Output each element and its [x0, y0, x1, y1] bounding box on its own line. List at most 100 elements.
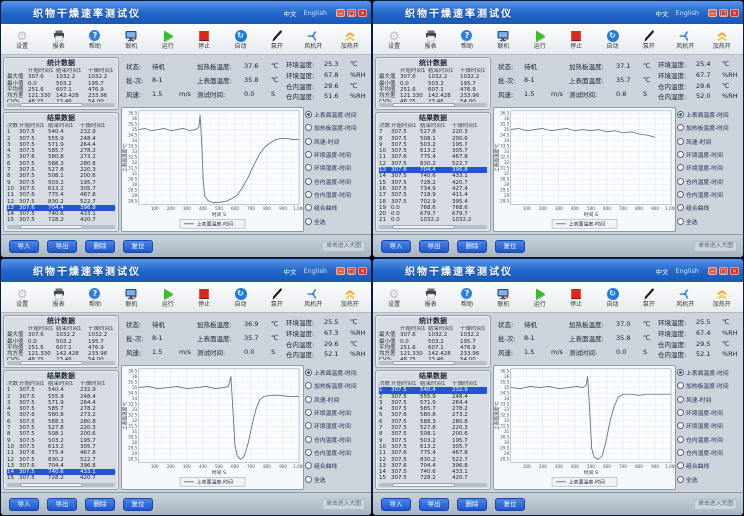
- results-row[interactable]: 15 307.5 728.2 420.7: [379, 475, 487, 481]
- results-row[interactable]: 1 307.5 540.4 232.9: [7, 129, 115, 135]
- radio-option[interactable]: 环境温度-时间: [305, 406, 369, 419]
- import-button[interactable]: 导入: [9, 239, 39, 253]
- toolbar-pump-on-button[interactable]: 泵开: [632, 28, 665, 50]
- results-row[interactable]: 13 307.6 704.4 396.8: [7, 463, 115, 469]
- maximize-button[interactable]: □: [347, 266, 356, 275]
- results-row[interactable]: 14 307.5 740.6 433.1: [379, 469, 487, 475]
- results-row[interactable]: 21 0.0 1032.2 1032.2: [379, 217, 487, 223]
- results-row[interactable]: 6 307.5 588.3 280.8: [7, 161, 115, 167]
- lang-english-button[interactable]: English: [675, 266, 699, 275]
- lang-chinese-button[interactable]: 中文: [655, 267, 669, 276]
- toolbar-connect-button[interactable]: 联机: [487, 28, 520, 50]
- toolbar-fan-on-button[interactable]: 风机开: [669, 28, 702, 50]
- stats-horizontal-scrollbar[interactable]: [379, 361, 487, 365]
- reset-button[interactable]: 复位: [123, 497, 153, 511]
- results-row[interactable]: 11 307.6 775.4 467.8: [7, 450, 115, 456]
- results-row[interactable]: 1 307.5 540.4 232.9: [379, 387, 487, 394]
- chart-panel[interactable]: 28.5 29 29.5 30 30.5 31 31.5 32 32.5 33 33.5 34 34.5…: [121, 107, 304, 232]
- toolbar-help-button[interactable]: ? 帮助: [450, 286, 483, 308]
- scrollbar-thumb[interactable]: [19, 483, 83, 487]
- lang-chinese-button[interactable]: 中文: [283, 267, 297, 276]
- radio-option[interactable]: 仓内温度-时间: [305, 432, 369, 445]
- toolbar-run-button[interactable]: 运行: [151, 28, 184, 50]
- results-row[interactable]: 12 307.5 830.2 522.7: [7, 457, 115, 463]
- results-row[interactable]: 20 0.0 679.7 679.7: [379, 211, 487, 217]
- results-row[interactable]: 5 307.6 580.8 273.2: [379, 412, 487, 418]
- radio-option[interactable]: 组合曲线: [677, 201, 741, 214]
- radio-option[interactable]: 环境湿度-时间: [305, 419, 369, 432]
- radio-option[interactable]: 仓内湿度-时间: [677, 188, 741, 201]
- results-row[interactable]: 10 307.5 613.2 305.7: [7, 186, 115, 192]
- radio-option[interactable]: 风速-时间: [677, 135, 741, 148]
- results-row[interactable]: 8 307.5 508.1 200.6: [379, 431, 487, 437]
- scrollbar-thumb[interactable]: [391, 225, 455, 229]
- results-row[interactable]: 12 307.5 830.2 522.7: [379, 457, 487, 463]
- results-row[interactable]: 14 307.5 740.6 433.1: [379, 173, 487, 179]
- results-row[interactable]: 8 307.5 508.1 200.6: [379, 136, 487, 142]
- scrollbar-thumb[interactable]: [391, 483, 455, 487]
- maximize-button[interactable]: □: [719, 8, 728, 17]
- radio-option[interactable]: 上表面温度-时间: [305, 108, 369, 121]
- results-row[interactable]: 7 307.5 527.8 220.3: [379, 129, 487, 135]
- results-row[interactable]: 9 307.5 503.2 195.7: [7, 180, 115, 186]
- radio-option[interactable]: 环境温度-时间: [677, 406, 741, 419]
- results-row[interactable]: 7 307.5 527.8 220.3: [7, 425, 115, 431]
- results-row[interactable]: 13 307.6 704.4 396.8: [379, 167, 487, 174]
- lang-english-button[interactable]: English: [303, 8, 327, 17]
- toolbar-stop-button[interactable]: 停止: [188, 28, 221, 50]
- delete-button[interactable]: 删除: [85, 497, 115, 511]
- toolbar-run-button[interactable]: 运行: [151, 286, 184, 308]
- import-button[interactable]: 导入: [9, 497, 39, 511]
- toolbar-help-button[interactable]: ? 帮助: [450, 28, 483, 50]
- lang-chinese-button[interactable]: 中文: [655, 9, 669, 18]
- results-row[interactable]: 13 307.6 704.4 396.8: [379, 463, 487, 469]
- chart-panel[interactable]: 28.5 29 29.5 30 30.5 31 31.5 32 32.5 33 33.5 34 34.5…: [493, 365, 676, 490]
- toolbar-settings-button[interactable]: ⚙ 设置: [6, 28, 39, 51]
- radio-option[interactable]: 上表面温度-时间: [677, 108, 741, 121]
- radio-option[interactable]: 组合曲线: [677, 459, 741, 472]
- toolbar-fan-on-button[interactable]: 风机开: [297, 286, 330, 308]
- lang-english-button[interactable]: English: [675, 8, 699, 17]
- toolbar-settings-button[interactable]: ⚙ 设置: [6, 286, 39, 309]
- radio-option[interactable]: 全选: [305, 472, 369, 485]
- toolbar-stop-button[interactable]: 停止: [560, 286, 593, 308]
- results-row[interactable]: 9 307.5 503.2 195.7: [379, 438, 487, 444]
- results-row[interactable]: 11 307.6 775.4 467.8: [379, 154, 487, 160]
- results-row[interactable]: 10 307.5 613.2 305.7: [379, 148, 487, 154]
- import-button[interactable]: 导入: [381, 497, 411, 511]
- radio-option[interactable]: 加热板温度-时间: [305, 379, 369, 392]
- delete-button[interactable]: 删除: [457, 497, 487, 511]
- results-row[interactable]: 12 307.5 830.2 522.7: [7, 199, 115, 205]
- radio-option[interactable]: 加热板温度-时间: [677, 379, 741, 392]
- radio-option[interactable]: 风速-时间: [305, 135, 369, 148]
- stats-horizontal-scrollbar[interactable]: [7, 361, 115, 365]
- radio-option[interactable]: 仓内湿度-时间: [305, 446, 369, 459]
- radio-option[interactable]: 风速-时间: [677, 393, 741, 406]
- lang-english-button[interactable]: English: [303, 266, 327, 275]
- radio-option[interactable]: 环境温度-时间: [305, 148, 369, 161]
- results-row[interactable]: 17 307.5 718.9 411.4: [379, 192, 487, 198]
- results-row[interactable]: 12 307.5 830.2 522.7: [379, 161, 487, 167]
- maximize-button[interactable]: □: [347, 8, 356, 17]
- results-row[interactable]: 15 307.5 728.2 420.7: [7, 217, 115, 223]
- radio-option[interactable]: 加热板温度-时间: [677, 121, 741, 134]
- results-row[interactable]: 10 307.5 613.2 305.7: [379, 444, 487, 450]
- results-row[interactable]: 11 307.6 775.4 467.8: [7, 192, 115, 198]
- toolbar-report-button[interactable]: 报表: [414, 28, 447, 50]
- radio-option[interactable]: 环境湿度-时间: [305, 161, 369, 174]
- results-row[interactable]: 10 307.5 613.2 305.7: [7, 444, 115, 450]
- results-row[interactable]: 4 307.5 585.7 278.2: [7, 148, 115, 154]
- toolbar-help-button[interactable]: ? 帮助: [78, 286, 111, 308]
- radio-option[interactable]: 环境湿度-时间: [677, 419, 741, 432]
- results-row[interactable]: 9 307.5 503.2 195.7: [7, 438, 115, 444]
- toolbar-connect-button[interactable]: 联机: [487, 286, 520, 308]
- results-row[interactable]: 3 307.5 571.9 264.4: [379, 400, 487, 406]
- radio-option[interactable]: 环境温度-时间: [677, 148, 741, 161]
- toolbar-heater-on-button[interactable]: 加热开: [705, 28, 738, 50]
- radio-option[interactable]: 环境湿度-时间: [677, 161, 741, 174]
- results-row[interactable]: 7 307.5 527.8 220.3: [379, 425, 487, 431]
- results-row[interactable]: 6 307.5 588.3 280.8: [7, 419, 115, 425]
- radio-option[interactable]: 全选: [677, 472, 741, 485]
- radio-option[interactable]: 仓内湿度-时间: [677, 446, 741, 459]
- chart-panel[interactable]: 28.5 29 29.5 30 30.5 31 31.5 32 32.5 33 33.5 34 34.5…: [121, 365, 304, 490]
